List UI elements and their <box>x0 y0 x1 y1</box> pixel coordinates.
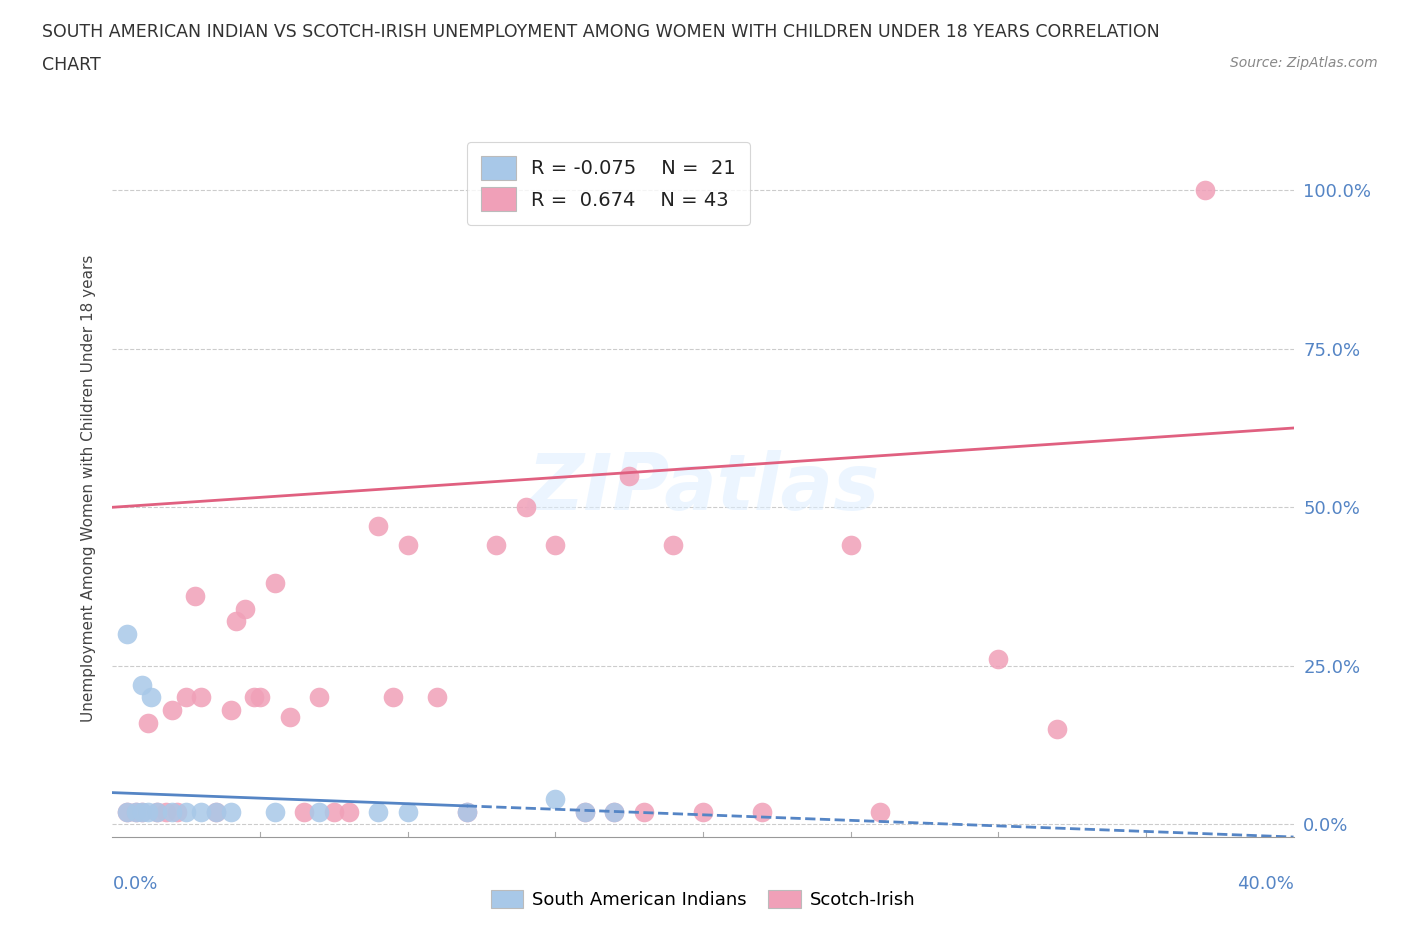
Point <box>117 804 138 819</box>
Point <box>751 804 773 819</box>
Point <box>367 804 389 819</box>
Point <box>1046 722 1069 737</box>
Point <box>146 804 169 819</box>
Point <box>456 804 478 819</box>
Point <box>233 602 256 617</box>
Point <box>160 804 183 819</box>
Text: CHART: CHART <box>42 56 101 73</box>
Point <box>662 538 685 552</box>
Point <box>1194 183 1216 198</box>
Point <box>205 804 228 819</box>
Point <box>174 690 197 705</box>
Point <box>131 677 153 692</box>
Point <box>219 703 242 718</box>
Point <box>249 690 271 705</box>
Point <box>396 538 419 552</box>
Point <box>633 804 655 819</box>
Legend: South American Indians, Scotch-Irish: South American Indians, Scotch-Irish <box>484 883 922 916</box>
Point <box>225 614 247 629</box>
Point <box>131 804 153 819</box>
Point <box>136 804 159 819</box>
Legend: R = -0.075    N =  21, R =  0.674    N = 43: R = -0.075 N = 21, R = 0.674 N = 43 <box>467 142 749 225</box>
Point <box>243 690 266 705</box>
Point <box>367 519 389 534</box>
Text: ZIPatlas: ZIPatlas <box>527 450 879 526</box>
Point <box>603 804 626 819</box>
Point <box>839 538 862 552</box>
Y-axis label: Unemployment Among Women with Children Under 18 years: Unemployment Among Women with Children U… <box>80 255 96 722</box>
Point <box>278 709 301 724</box>
Point <box>174 804 197 819</box>
Point <box>426 690 449 705</box>
Point <box>574 804 596 819</box>
Point <box>323 804 346 819</box>
Point <box>308 690 330 705</box>
Point <box>166 804 188 819</box>
Text: Source: ZipAtlas.com: Source: ZipAtlas.com <box>1230 56 1378 70</box>
Point <box>184 589 207 604</box>
Point <box>337 804 360 819</box>
Point <box>160 703 183 718</box>
Point <box>456 804 478 819</box>
Point <box>219 804 242 819</box>
Point <box>146 804 169 819</box>
Point <box>544 791 567 806</box>
Point <box>205 804 228 819</box>
Point <box>382 690 405 705</box>
Point <box>264 804 287 819</box>
Point <box>544 538 567 552</box>
Point <box>515 499 537 514</box>
Point <box>292 804 315 819</box>
Point <box>396 804 419 819</box>
Point <box>139 690 162 705</box>
Point <box>308 804 330 819</box>
Point <box>155 804 177 819</box>
Point <box>869 804 891 819</box>
Point <box>117 804 138 819</box>
Point <box>190 804 212 819</box>
Point <box>574 804 596 819</box>
Point <box>117 627 138 642</box>
Text: 0.0%: 0.0% <box>112 875 157 893</box>
Point <box>125 804 148 819</box>
Point <box>190 690 212 705</box>
Point <box>603 804 626 819</box>
Text: SOUTH AMERICAN INDIAN VS SCOTCH-IRISH UNEMPLOYMENT AMONG WOMEN WITH CHILDREN UND: SOUTH AMERICAN INDIAN VS SCOTCH-IRISH UN… <box>42 23 1160 41</box>
Point <box>987 652 1010 667</box>
Point <box>136 715 159 730</box>
Point <box>485 538 508 552</box>
Point <box>125 804 148 819</box>
Point <box>264 576 287 591</box>
Point <box>619 468 641 483</box>
Point <box>692 804 714 819</box>
Text: 40.0%: 40.0% <box>1237 875 1294 893</box>
Point <box>131 804 153 819</box>
